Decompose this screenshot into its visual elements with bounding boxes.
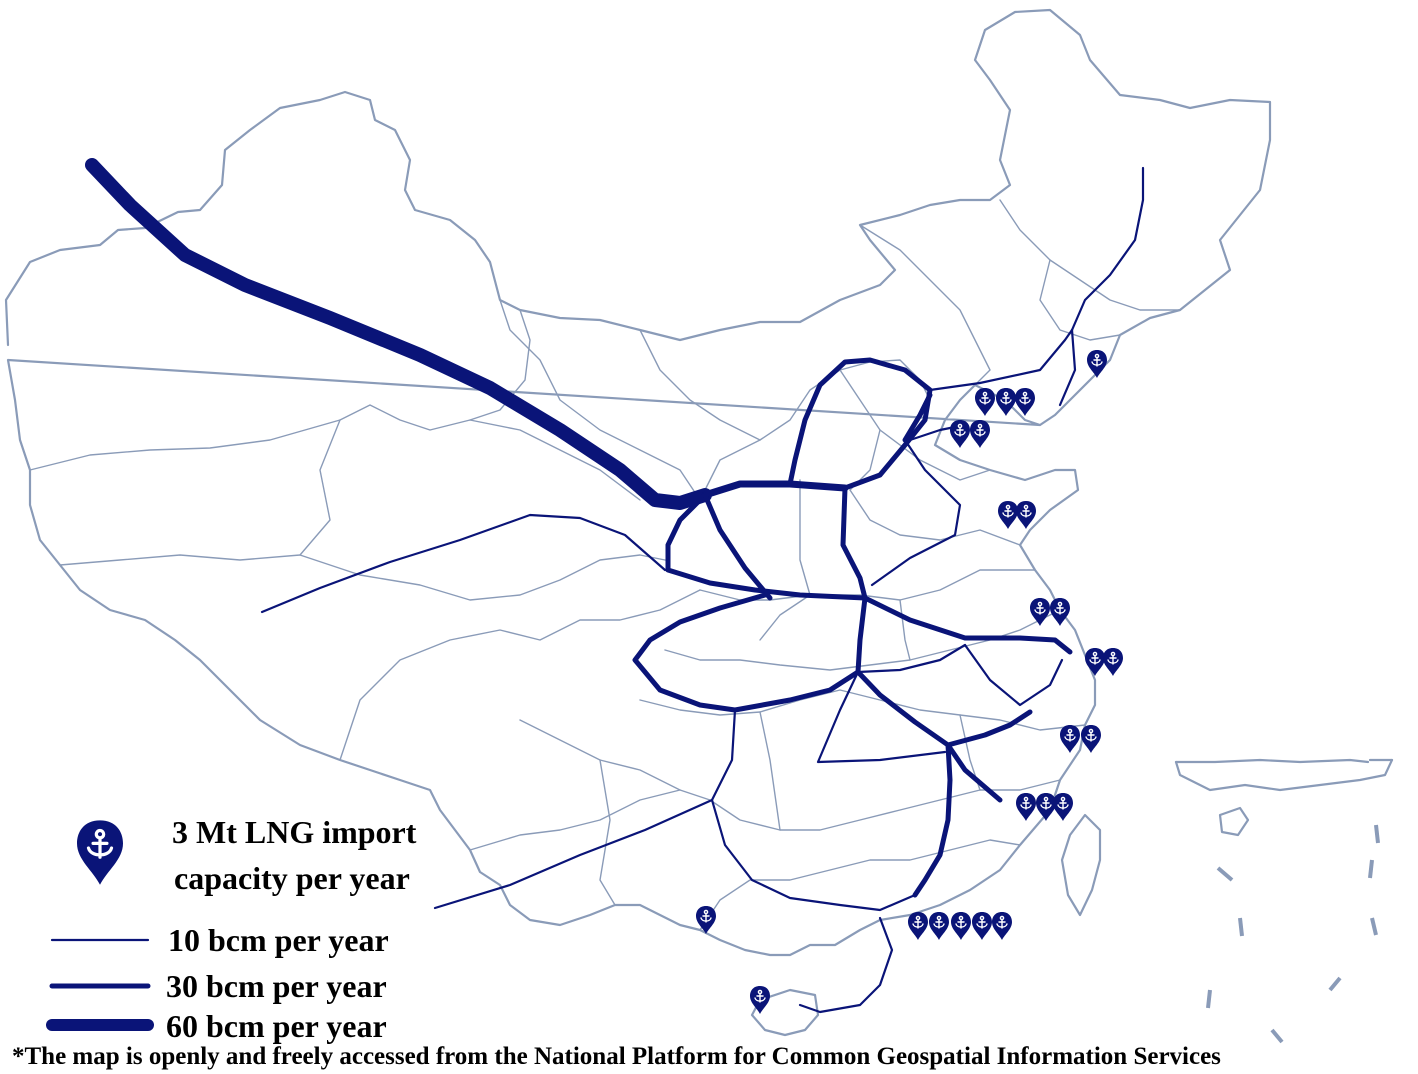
anchor-pin-icon: [75, 818, 125, 887]
province-boundaries: [29, 199, 1181, 931]
lng-terminal-guangdong-2: [928, 911, 950, 941]
lng-terminal-guangdong-5: [991, 911, 1013, 941]
lng-terminal-dalian: [1086, 349, 1108, 379]
pipeline-west-east-trunk: [85, 158, 712, 510]
pipeline-north-trunk: [701, 480, 849, 499]
lng-terminal-shandong-1: [997, 500, 1019, 530]
lng-terminal-hainan: [749, 985, 771, 1015]
lng-terminal-fujian-2: [1035, 792, 1057, 822]
lng-terminal-fujian-1: [1015, 792, 1037, 822]
legend-pipe-10-label: 10 bcm per year: [168, 922, 389, 958]
lng-terminal-shanghai-1: [1084, 647, 1106, 677]
hainan-island: [750, 988, 820, 1037]
lng-terminal-fujian-3: [1052, 792, 1074, 822]
lng-terminal-shandong-2: [1015, 500, 1037, 530]
lng-terminal-zhejiang-1: [1059, 724, 1081, 754]
map-source-note: *The map is openly and freely accessed f…: [12, 1043, 1221, 1070]
lng-terminal-shanghai-2: [1102, 647, 1124, 677]
south-china-sea-inset: [1174, 758, 1394, 1044]
lng-terminal-guangdong-1: [907, 911, 929, 941]
legend-pipe-30-label: 30 bcm per year: [166, 968, 387, 1004]
lng-terminal-tianjin-2: [969, 419, 991, 449]
lng-terminal-bohai-2: [995, 387, 1017, 417]
lng-terminal-zhejiang-2: [1080, 724, 1102, 754]
legend-pipe-60-label: 60 bcm per year: [166, 1008, 387, 1044]
lng-terminal-jiangsu-1: [1029, 597, 1051, 627]
lng-terminal-tianjin-1: [949, 419, 971, 449]
lng-terminal-guangdong-3: [950, 911, 972, 941]
lng-terminal-guangdong-4: [971, 911, 993, 941]
legend-lng-label-line1: 3 Mt LNG import: [172, 814, 417, 850]
pipeline-network: [85, 158, 1145, 1014]
taiwan-island: [1060, 813, 1102, 917]
lng-terminal-jiangsu-2: [1049, 597, 1071, 627]
legend-lng-label-line2: capacity per year: [174, 860, 410, 896]
lng-terminal-bohai-1: [974, 387, 996, 417]
legend-graphics: [46, 818, 154, 1031]
